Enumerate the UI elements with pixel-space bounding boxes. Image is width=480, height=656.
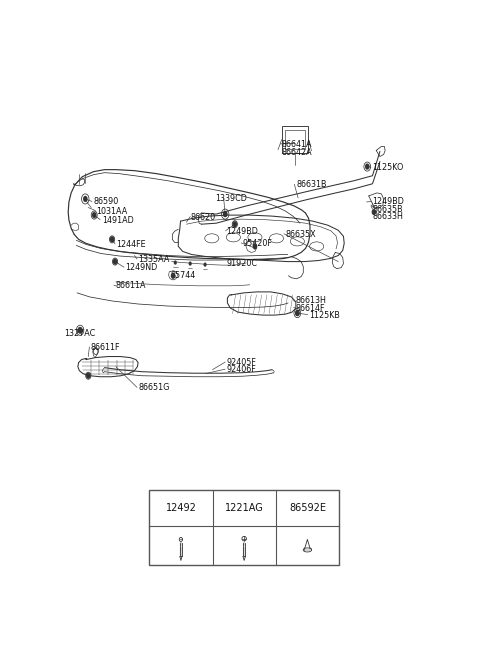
Circle shape xyxy=(83,196,87,202)
Text: 1249BD: 1249BD xyxy=(227,227,259,236)
Text: 1249BD: 1249BD xyxy=(372,197,404,207)
Text: 86651G: 86651G xyxy=(138,383,169,392)
Text: 1491AD: 1491AD xyxy=(102,216,133,224)
Text: 1244FE: 1244FE xyxy=(117,240,146,249)
Text: 86631B: 86631B xyxy=(296,180,327,190)
Circle shape xyxy=(171,273,175,279)
Circle shape xyxy=(233,221,237,227)
Text: 1221AG: 1221AG xyxy=(225,503,264,513)
Circle shape xyxy=(372,209,376,215)
Circle shape xyxy=(86,373,91,379)
Text: 86611F: 86611F xyxy=(91,343,120,352)
Text: 86641A: 86641A xyxy=(281,140,312,149)
Bar xyxy=(282,126,309,154)
Text: 86635X: 86635X xyxy=(286,230,316,239)
Text: 85744: 85744 xyxy=(170,271,195,280)
Circle shape xyxy=(110,236,114,242)
Text: 12492: 12492 xyxy=(166,503,196,513)
Bar xyxy=(149,490,339,565)
Bar xyxy=(286,130,305,150)
Text: 1335AA: 1335AA xyxy=(138,255,169,264)
Text: 91920C: 91920C xyxy=(227,259,258,268)
Text: 86592E: 86592E xyxy=(289,503,326,513)
Circle shape xyxy=(295,310,300,316)
Text: 86620: 86620 xyxy=(191,213,216,222)
Circle shape xyxy=(113,258,117,264)
Text: 86614F: 86614F xyxy=(295,304,324,312)
Circle shape xyxy=(204,262,206,266)
Text: 1031AA: 1031AA xyxy=(96,207,128,216)
Circle shape xyxy=(92,212,96,218)
Text: 1327AC: 1327AC xyxy=(64,329,95,338)
Circle shape xyxy=(78,327,83,333)
Text: 86633H: 86633H xyxy=(372,212,403,220)
Text: 86635B: 86635B xyxy=(372,205,403,214)
Text: 86590: 86590 xyxy=(94,197,119,207)
Circle shape xyxy=(252,243,257,249)
Text: 1125KO: 1125KO xyxy=(372,163,404,172)
Text: 1249ND: 1249ND xyxy=(125,263,158,272)
Circle shape xyxy=(189,262,192,266)
Text: 1125KB: 1125KB xyxy=(309,311,340,319)
Text: 86613H: 86613H xyxy=(295,297,326,306)
Text: 1339CD: 1339CD xyxy=(216,194,247,203)
Text: 92406F: 92406F xyxy=(227,365,256,374)
Text: 86642A: 86642A xyxy=(281,148,312,157)
Text: 86611A: 86611A xyxy=(115,281,145,291)
Text: 95420F: 95420F xyxy=(242,239,272,248)
Circle shape xyxy=(174,260,177,264)
Circle shape xyxy=(223,211,228,217)
Circle shape xyxy=(365,163,370,170)
Text: 92405F: 92405F xyxy=(227,358,256,367)
